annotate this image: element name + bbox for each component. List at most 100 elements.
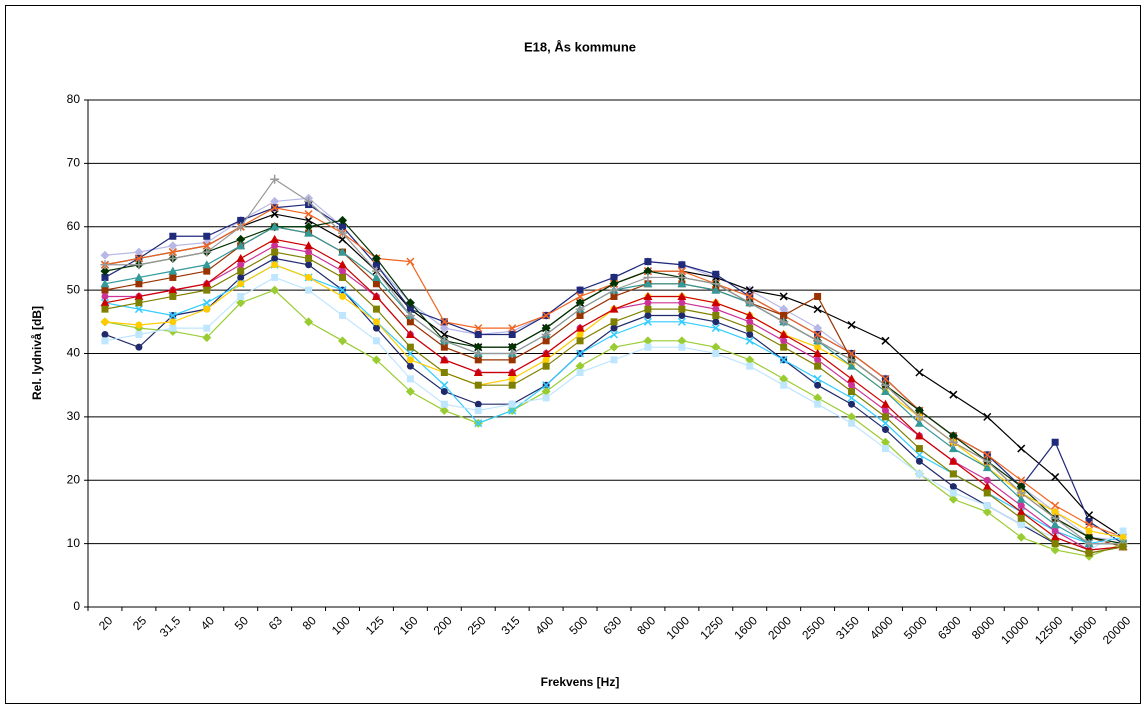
- marker: [1051, 473, 1060, 482]
- marker: [507, 342, 517, 352]
- marker: [440, 381, 449, 390]
- marker: [271, 254, 279, 262]
- marker: [338, 247, 348, 256]
- marker: [405, 298, 415, 308]
- marker: [271, 261, 279, 269]
- marker: [168, 285, 178, 294]
- marker: [100, 250, 110, 260]
- marker: [983, 412, 992, 421]
- marker: [508, 381, 516, 389]
- marker: [575, 304, 585, 314]
- marker: [338, 215, 348, 225]
- marker: [1051, 508, 1059, 516]
- marker: [712, 350, 720, 357]
- marker: [541, 323, 551, 333]
- marker: [134, 254, 143, 263]
- marker: [814, 400, 822, 408]
- marker: [372, 261, 380, 269]
- marker: [135, 280, 143, 288]
- marker: [983, 476, 991, 484]
- marker: [1017, 521, 1025, 529]
- marker: [644, 258, 652, 266]
- marker: [371, 272, 381, 281]
- marker: [881, 419, 890, 428]
- marker: [948, 437, 958, 447]
- marker: [237, 267, 245, 275]
- x-axis-label: Frekvens [Hz]: [541, 675, 620, 689]
- marker: [848, 381, 856, 389]
- marker: [305, 273, 313, 281]
- marker: [541, 387, 551, 397]
- marker: [915, 450, 924, 459]
- marker: [270, 196, 280, 206]
- marker: [1017, 514, 1025, 522]
- marker: [779, 374, 789, 384]
- marker: [134, 272, 144, 281]
- y-tick-label: 0: [73, 599, 80, 613]
- marker: [1119, 527, 1127, 535]
- marker: [746, 324, 754, 332]
- marker: [915, 457, 923, 465]
- marker: [745, 336, 754, 345]
- marker: [304, 241, 314, 250]
- marker: [474, 381, 482, 389]
- marker: [508, 330, 516, 338]
- marker: [814, 343, 822, 351]
- marker: [237, 292, 245, 300]
- marker: [508, 406, 517, 415]
- marker: [1085, 520, 1094, 529]
- marker: [1119, 543, 1127, 551]
- marker: [542, 394, 550, 402]
- marker: [541, 349, 551, 357]
- marker: [236, 234, 246, 244]
- marker: [203, 267, 211, 275]
- marker: [915, 368, 924, 377]
- marker: [915, 470, 923, 478]
- marker: [609, 279, 619, 289]
- marker: [982, 507, 992, 517]
- marker: [576, 330, 584, 338]
- marker: [746, 362, 754, 370]
- marker: [406, 318, 414, 326]
- marker: [169, 324, 177, 332]
- marker: [405, 387, 415, 397]
- marker: [338, 336, 348, 346]
- marker: [271, 242, 279, 250]
- marker: [814, 356, 822, 364]
- marker: [745, 286, 754, 295]
- marker: [1016, 482, 1026, 492]
- marker: [1016, 488, 1026, 498]
- marker: [305, 254, 313, 262]
- marker: [643, 279, 653, 288]
- marker: [779, 304, 789, 314]
- marker: [474, 330, 482, 338]
- marker: [678, 261, 686, 269]
- marker: [542, 362, 550, 370]
- marker: [508, 356, 516, 364]
- marker: [270, 222, 280, 231]
- marker: [575, 323, 585, 332]
- marker: [101, 305, 109, 313]
- marker: [678, 305, 686, 313]
- marker: [847, 320, 856, 330]
- marker: [948, 431, 958, 441]
- marker: [236, 241, 246, 250]
- marker: [1051, 501, 1060, 510]
- marker: [406, 257, 415, 266]
- marker: [1050, 513, 1060, 523]
- marker: [1051, 540, 1059, 548]
- marker: [1016, 532, 1026, 542]
- marker: [542, 381, 551, 390]
- marker: [270, 203, 279, 212]
- marker: [405, 310, 415, 320]
- marker: [813, 393, 823, 403]
- marker: [983, 502, 991, 510]
- marker: [236, 298, 246, 308]
- marker: [848, 388, 856, 396]
- marker: [168, 248, 177, 257]
- y-tick-label: 30: [67, 409, 81, 423]
- marker: [678, 311, 686, 319]
- marker: [372, 318, 380, 326]
- marker: [168, 311, 177, 320]
- marker: [237, 273, 245, 281]
